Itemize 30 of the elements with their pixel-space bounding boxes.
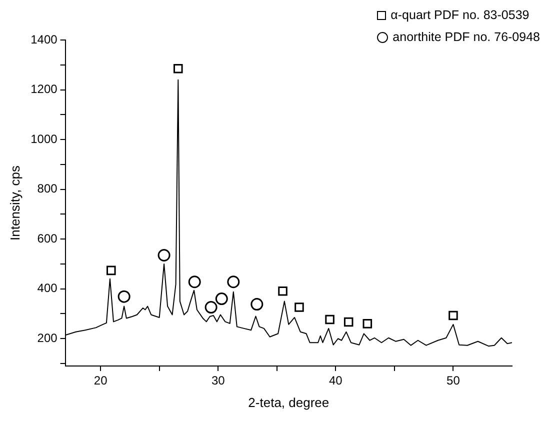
legend-label: anorthite PDF no. 76-0948 bbox=[392, 29, 540, 46]
point bbox=[278, 286, 288, 296]
point bbox=[158, 249, 170, 262]
point bbox=[204, 301, 218, 314]
x-tick-label: 30 bbox=[211, 374, 226, 388]
point bbox=[362, 319, 372, 328]
x-tick-label: 40 bbox=[328, 374, 343, 388]
point bbox=[215, 292, 228, 306]
legend-label: α-quart PDF no. 83-0539 bbox=[390, 7, 530, 24]
point bbox=[448, 310, 458, 320]
x-tick-label: 50 bbox=[446, 374, 460, 388]
point bbox=[174, 64, 183, 74]
y-tick-label: 800 bbox=[37, 182, 58, 196]
y-tick-label: 1200 bbox=[30, 82, 58, 96]
point bbox=[188, 276, 201, 288]
x-axis-title: 2-teta, degree bbox=[248, 394, 330, 410]
point bbox=[294, 302, 304, 312]
y-tick-label: 1400 bbox=[30, 32, 58, 46]
x-tick-label: 20 bbox=[94, 374, 108, 388]
y-tick-label: 600 bbox=[37, 231, 58, 246]
y-tick-label: 400 bbox=[37, 281, 58, 296]
point bbox=[106, 266, 116, 276]
point bbox=[227, 276, 240, 288]
point bbox=[118, 290, 130, 303]
y-axis-title: Intensity, cps bbox=[7, 165, 22, 240]
y-tick-label: 1000 bbox=[30, 132, 58, 146]
point bbox=[250, 298, 264, 311]
point bbox=[344, 317, 354, 327]
point bbox=[325, 314, 334, 324]
y-tick-label: 200 bbox=[37, 330, 58, 345]
